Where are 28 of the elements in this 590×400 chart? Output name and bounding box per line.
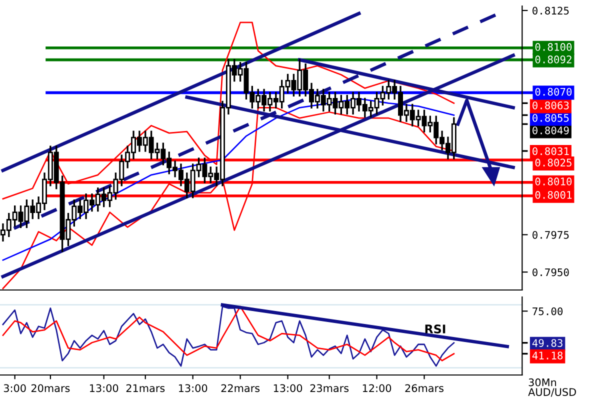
y-tick-label: 0.8063 [532, 101, 569, 110]
y-tick-label: 41.18 [532, 352, 563, 360]
x-tick-label: 26mars [405, 384, 444, 392]
ref-line-label: 0.8025 [535, 158, 572, 167]
y-tick-label: 75.00 [532, 307, 563, 316]
y-tick-label: 0.8125 [532, 6, 569, 15]
y-tick-label: 0.7950 [532, 268, 569, 276]
x-tick-label: 20mars [31, 384, 70, 392]
ref-line-label: 0.8092 [535, 56, 572, 64]
x-tick-label: 22mars [221, 384, 260, 392]
y-tick-label: 0.8055 [532, 114, 569, 122]
annotation: RSI [425, 324, 446, 334]
x-tick-label: 13:00 [90, 384, 118, 392]
x-tick-label: 23mars [310, 384, 349, 392]
y-tick-label: 0.8049 [532, 126, 569, 134]
y-tick-label: 0.7975 [532, 230, 569, 239]
x-tick-label: 13:00 [178, 384, 208, 392]
x-tick-label: 21mars [126, 384, 165, 392]
y-tick-label: 49.83 [532, 339, 562, 347]
ref-line-label: 0.8010 [535, 178, 572, 186]
ref-line-label: 0.8070 [535, 88, 572, 96]
ref-line-label: 0.8100 [535, 43, 572, 51]
x-tick-label: 13:00 [274, 384, 302, 392]
x-tick-label: 3:00 [4, 384, 26, 392]
y-tick-label: 0.8031 [532, 147, 569, 156]
text: 30Mn AUD/USD [528, 378, 576, 397]
x-tick-label: 12:00 [362, 384, 392, 392]
ref-line-label: 0.8001 [535, 191, 572, 199]
